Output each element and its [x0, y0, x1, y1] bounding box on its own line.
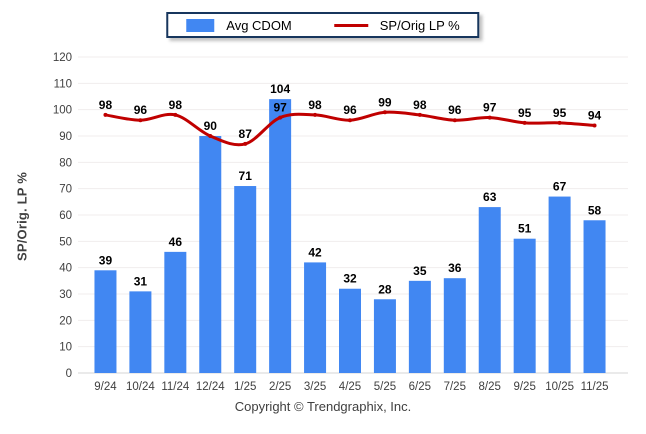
bar-value-label: 58 [588, 203, 602, 217]
bar-avg-cdom [269, 99, 292, 373]
line-value-label: 96 [448, 103, 462, 117]
line-value-label: 98 [308, 98, 322, 112]
bar-value-label: 90 [204, 119, 218, 133]
line-point-marker [208, 134, 213, 138]
y-tick-label: 40 [59, 263, 72, 275]
bar-avg-cdom [304, 262, 327, 373]
bar-value-label: 28 [378, 282, 392, 296]
x-tick-label: 12/24 [196, 381, 225, 393]
line-point-marker [382, 110, 387, 115]
y-tick-label: 110 [54, 78, 72, 90]
bar-avg-cdom [129, 291, 152, 373]
bar-value-label: 63 [483, 190, 497, 204]
bar-value-label: 39 [99, 253, 113, 267]
bar-avg-cdom [443, 278, 466, 373]
x-tick-label: 9/25 [513, 381, 535, 393]
y-axis-title: SP/Orig. LP % [14, 171, 30, 262]
bar-avg-cdom [339, 288, 361, 373]
legend-line-swatch [333, 23, 368, 27]
bar-avg-cdom [408, 280, 431, 373]
line-point-marker [313, 112, 318, 117]
y-tick-label: 120 [53, 52, 72, 64]
line-point-marker [138, 118, 143, 123]
line-point-marker [103, 112, 108, 117]
bar-value-label: 51 [518, 222, 532, 236]
line-value-label: 97 [273, 101, 287, 115]
bar-value-label: 32 [343, 272, 357, 286]
legend: Avg CDOM SP/Orig LP % [166, 12, 480, 38]
bar-avg-cdom [164, 251, 187, 373]
line-point-marker [452, 118, 457, 123]
y-tick-label: 100 [53, 105, 72, 117]
y-tick-label: 90 [59, 131, 72, 143]
bar-value-label: 31 [134, 274, 148, 288]
x-tick-label: 9/24 [94, 381, 117, 393]
bar-value-label: 36 [448, 261, 462, 275]
x-tick-label: 1/25 [234, 381, 256, 393]
line-point-marker [278, 115, 283, 120]
x-tick-label: 6/25 [409, 381, 431, 393]
x-tick-label: 11/24 [161, 381, 190, 393]
line-point-marker [592, 123, 597, 128]
x-tick-label: 7/25 [444, 381, 466, 393]
x-tick-label: 8/25 [479, 381, 501, 393]
x-tick-label: 4/25 [339, 381, 361, 393]
line-point-marker [243, 141, 248, 146]
copyright-text: Copyright © Trendgraphix, Inc. [234, 399, 412, 414]
bar-value-label: 46 [169, 235, 183, 249]
line-point-marker [557, 120, 562, 125]
x-tick-label: 5/25 [374, 381, 396, 393]
x-tick-label: 3/25 [304, 381, 326, 393]
line-value-label: 95 [518, 106, 532, 120]
line-value-label: 94 [588, 108, 602, 122]
line-value-label: 98 [169, 98, 183, 112]
line-value-label: 87 [239, 127, 253, 141]
bar-avg-cdom [478, 207, 501, 373]
bar-value-label: 71 [239, 169, 253, 183]
bar-avg-cdom [513, 238, 536, 373]
line-value-label: 99 [378, 95, 392, 109]
line-value-label: 98 [413, 98, 427, 112]
x-tick-label: 11/25 [581, 381, 609, 393]
bar-avg-cdom [548, 196, 571, 373]
line-value-label: 97 [483, 101, 497, 115]
bar-value-label: 67 [553, 180, 567, 194]
line-point-marker [173, 112, 178, 117]
line-value-label: 96 [343, 103, 357, 117]
x-tick-label: 2/25 [269, 381, 291, 393]
y-tick-label: 80 [59, 157, 72, 169]
bar-avg-cdom [583, 220, 606, 373]
bar-value-label: 42 [308, 245, 322, 259]
y-tick-label: 20 [59, 315, 72, 327]
line-point-marker [417, 112, 422, 117]
line-value-label: 95 [553, 106, 567, 120]
y-tick-label: 10 [59, 342, 72, 354]
y-tick-label: 60 [59, 210, 72, 222]
x-tick-label: 10/25 [545, 381, 574, 393]
line-point-marker [487, 115, 492, 120]
y-tick-label: 30 [59, 289, 72, 301]
bar-value-label: 104 [270, 82, 290, 96]
bar-avg-cdom [373, 299, 396, 373]
line-value-label: 98 [99, 98, 113, 112]
bar-value-label: 35 [413, 264, 427, 278]
bar-avg-cdom [199, 136, 222, 373]
line-value-label: 96 [134, 103, 148, 117]
legend-label-sp-orig-lp: SP/Orig LP % [379, 17, 460, 33]
y-tick-label: 0 [66, 368, 72, 380]
line-point-marker [522, 120, 527, 125]
legend-label-avg-cdom: Avg CDOM [226, 17, 292, 33]
bar-avg-cdom [234, 186, 257, 373]
y-tick-label: 70 [59, 184, 72, 196]
x-tick-label: 10/24 [126, 381, 155, 393]
legend-bar-swatch [186, 18, 215, 32]
line-point-marker [348, 118, 352, 123]
bar-avg-cdom [94, 270, 117, 373]
y-tick-label: 50 [59, 236, 72, 248]
